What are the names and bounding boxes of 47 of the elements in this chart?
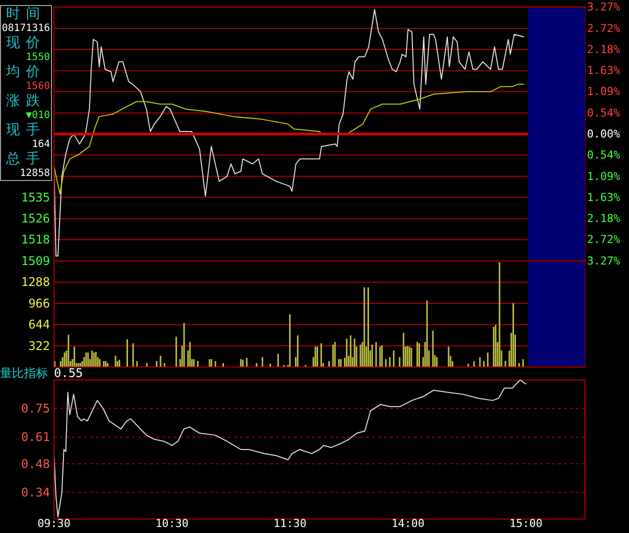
text: 均价 — [5, 64, 47, 80]
y-tick-label: 966 — [28, 296, 50, 310]
line-series — [54, 380, 526, 518]
y2-tick-label: 1.63% — [587, 190, 620, 204]
line-series — [54, 84, 525, 194]
text: 现手 — [5, 122, 47, 138]
y-tick-label: 0.48 — [21, 456, 50, 471]
y2-tick-label: 0.00% — [587, 128, 620, 140]
text: ▼010 — [24, 109, 51, 122]
text: 涨跌 — [5, 93, 47, 109]
text: 164 — [30, 138, 51, 151]
x-tick-label: 14:00 — [391, 517, 425, 530]
y2-tick-label: 1.09% — [587, 85, 620, 98]
y2-tick-label: 0.54% — [587, 148, 620, 162]
chart-title: 量比指标 — [0, 366, 48, 380]
text: 08171316 — [1, 22, 51, 35]
y-tick-label: 322 — [28, 338, 50, 353]
y-tick-label: 0.61 — [21, 430, 50, 444]
text: 1550 — [24, 51, 51, 64]
y2-tick-label: 1.09% — [587, 170, 620, 183]
y-tick-label: 1518 — [21, 232, 50, 247]
y-tick-label: 1509 — [21, 254, 50, 268]
y2-tick-label: 1.63% — [587, 64, 620, 78]
text: 总手 — [5, 151, 47, 167]
y2-tick-label: 3.27% — [587, 254, 620, 268]
y2-tick-label: 0.54% — [587, 106, 620, 120]
x-tick-label: 11:30 — [273, 517, 307, 530]
y2-tick-label: 3.27% — [587, 0, 620, 14]
y-tick-label: 1526 — [21, 212, 50, 226]
y2-tick-label: 2.18% — [587, 42, 620, 56]
text: 1560 — [24, 80, 51, 93]
text: 12858 — [18, 167, 51, 180]
y2-tick-label: 2.18% — [587, 212, 620, 226]
y2-tick-label: 2.72% — [587, 22, 620, 35]
text: 现价 — [5, 35, 47, 51]
x-tick-label: 15:00 — [509, 517, 543, 530]
y-tick-label: 644 — [28, 318, 50, 332]
y-tick-label: 1288 — [21, 275, 50, 290]
y2-tick-label: 2.72% — [587, 233, 620, 246]
y-tick-label: 0.75 — [21, 402, 50, 416]
chart-subtitle: 0.55 — [54, 366, 83, 380]
line-series — [54, 8, 525, 257]
y-tick-label: 0.34 — [21, 485, 50, 500]
x-tick-label: 09:30 — [37, 517, 71, 530]
x-tick-label: 10:30 — [155, 517, 189, 530]
text: 时间 — [5, 6, 47, 22]
y-tick-label: 1535 — [21, 190, 50, 204]
